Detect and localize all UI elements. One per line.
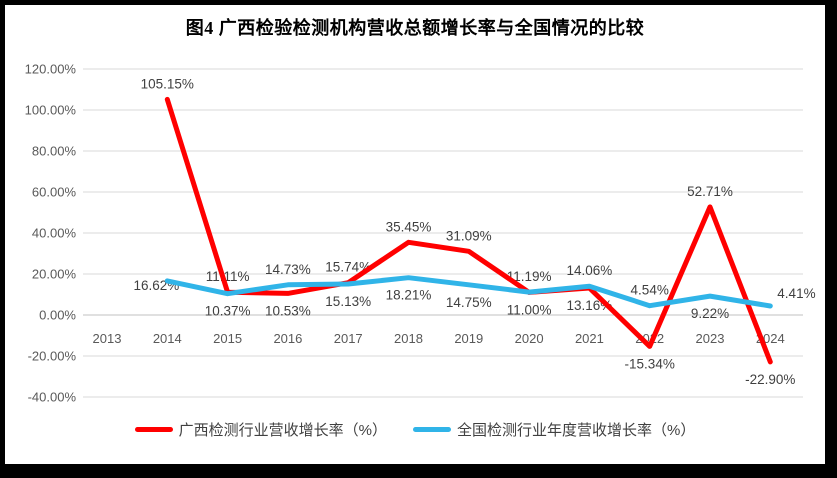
series-line-1 xyxy=(164,275,773,309)
data-label: 10.37% xyxy=(205,304,251,319)
data-label: 14.73% xyxy=(265,262,311,277)
data-label: 14.06% xyxy=(567,263,613,278)
chart-legend: 广西检测行业营收增长率（%） 全国检测行业年度营收增长率（%） xyxy=(5,419,825,440)
y-axis-tick-label: 40.00% xyxy=(32,226,77,241)
data-label: 35.45% xyxy=(386,219,432,234)
data-label: 4.41% xyxy=(777,286,815,301)
x-axis-tick-label: 2014 xyxy=(153,331,182,346)
blue-line-swatch-icon xyxy=(413,427,451,432)
data-label: 11.19% xyxy=(507,269,552,284)
x-axis-tick-label: 2021 xyxy=(575,331,604,346)
line-chart: 120.00% 100.00% 80.00% 60.00% 40.00% 20.00% 0.… xyxy=(25,62,816,405)
chart-title: 图4 广西检验检测机构营收总额增长率与全国情况的比较 xyxy=(185,18,645,38)
y-axis-tick-label: -20.00% xyxy=(28,349,77,364)
series-line-0 xyxy=(164,96,773,365)
data-label: 31.09% xyxy=(446,228,492,243)
y-axis-tick-label: 80.00% xyxy=(32,144,77,159)
legend-item-guangxi: 广西检测行业营收增长率（%） xyxy=(134,419,387,440)
data-label: 11.00% xyxy=(507,302,552,317)
y-axis-tick-label: 0.00% xyxy=(39,308,76,323)
y-axis-tick-label: 60.00% xyxy=(32,185,77,200)
data-label: 14.75% xyxy=(446,295,492,310)
data-label: 52.71% xyxy=(687,184,733,199)
data-label: 15.74% xyxy=(325,260,371,275)
x-axis-tick-label: 2023 xyxy=(696,331,725,346)
data-label: 10.53% xyxy=(265,303,311,318)
y-axis-tick-label: -40.00% xyxy=(28,390,77,405)
data-label: -15.34% xyxy=(625,356,675,371)
x-axis-tick-label: 2020 xyxy=(515,331,544,346)
red-line-swatch-icon xyxy=(134,427,173,432)
y-axis-tick-label: 20.00% xyxy=(32,267,77,282)
data-label: 9.22% xyxy=(691,306,729,321)
x-axis-tick-label: 2016 xyxy=(273,331,302,346)
x-axis-tick-label: 2013 xyxy=(93,331,122,346)
legend-label-national: 全国检测行业年度营收增长率（%） xyxy=(457,422,696,439)
x-axis-tick-label: 2018 xyxy=(394,331,423,346)
legend-item-national: 全国检测行业年度营收增长率（%） xyxy=(413,419,695,440)
data-label: -22.90% xyxy=(745,372,795,387)
chart-panel: 图4 广西检验检测机构营收总额增长率与全国情况的比较 120.00% 100.00… xyxy=(5,5,825,464)
x-axis-tick-label: 2017 xyxy=(334,331,363,346)
data-label: 4.54% xyxy=(631,283,669,298)
x-axis-tick-label: 2019 xyxy=(454,331,483,346)
data-label: 11.11% xyxy=(206,269,250,284)
y-axis-tick-label: 100.00% xyxy=(25,103,77,118)
data-label: 105.15% xyxy=(141,76,194,91)
y-axis-tick-label: 120.00% xyxy=(25,62,77,77)
legend-label-guangxi: 广西检测行业营收增长率（%） xyxy=(178,422,387,439)
data-label: 18.21% xyxy=(386,288,432,303)
x-axis-tick-label: 2015 xyxy=(213,331,242,346)
data-label: 15.13% xyxy=(325,294,371,309)
